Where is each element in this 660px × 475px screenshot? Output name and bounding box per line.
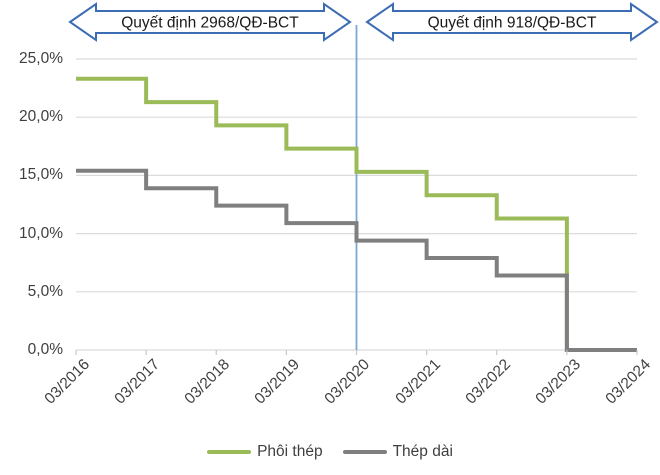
- decision-arrow-1: [68, 2, 352, 42]
- series-phôi-thép: [76, 76, 637, 352]
- legend-swatch: [342, 449, 387, 455]
- legend-item: Phôi thép: [207, 443, 323, 461]
- legend-item: Thép dài: [342, 443, 453, 461]
- decision-arrow-1-label: Quyết định 2968/QĐ-BCT: [121, 15, 299, 32]
- x-axis-ticks: [75, 350, 638, 355]
- legend-label: Thép dài: [392, 443, 453, 460]
- legend-swatch: [207, 449, 252, 455]
- legend: Phôi thép Thép dài: [0, 443, 660, 461]
- y-axis-label: 15,0%: [19, 166, 63, 184]
- y-axis-label: 5,0%: [27, 282, 63, 300]
- decision-arrow-2: [365, 2, 659, 42]
- y-axis-label: 20,0%: [19, 108, 63, 126]
- legend-label: Phôi thép: [257, 443, 323, 460]
- y-axis-label: 25,0%: [19, 50, 63, 67]
- series-lines: [76, 76, 637, 352]
- decision-arrows: Quyết định 2968/QĐ-BCT Quyết định 918/QĐ…: [68, 2, 659, 42]
- y-axis-label: 0,0%: [27, 341, 63, 358]
- series-thép-dài: [76, 168, 637, 352]
- decision-arrow-2-label: Quyết định 918/QĐ-BCT: [428, 15, 597, 32]
- y-axis-label: 10,0%: [19, 224, 63, 242]
